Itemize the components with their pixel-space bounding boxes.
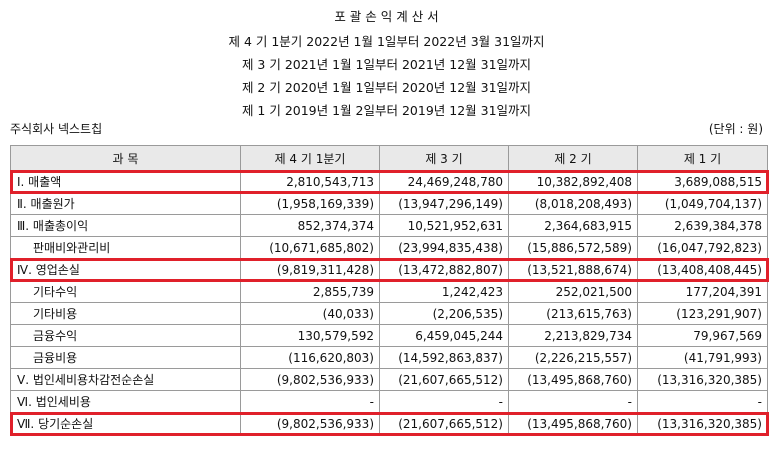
table-row: Ⅱ. 매출원가 (1,958,169,339) (13,947,296,149) (8… [10,192,768,215]
amount-cell: 130,579,592 [240,324,380,347]
table-row: Ⅰ. 매출액 2,810,543,713 24,469,248,780 10,382,… [10,170,768,193]
amount-cell: 177,204,391 [637,280,768,303]
table-row: 금융수익 130,579,592 6,459,045,244 2,213,829,73… [10,324,768,347]
amount-cell: (13,408,408,445) [637,258,768,281]
account-label: Ⅳ. 영업손실 [10,258,241,281]
amount-cell: (23,994,835,438) [379,236,509,259]
account-label: Ⅴ. 법인세비용차감전순손실 [10,368,241,391]
income-statement-table: 과 목 제 4 기 1분기 제 3 기 제 2 기 제 1 기 Ⅰ. 매출액 2,… [10,145,768,435]
unit-label: (단위 : 원) [708,122,763,136]
amount-cell: (13,316,320,385) [637,368,768,391]
column-header-period-2: 제 2 기 [508,145,638,171]
amount-cell: 2,639,384,378 [637,214,768,237]
company-name: 주식회사 넥스트칩 [10,122,103,136]
amount-cell: 2,810,543,713 [240,170,380,193]
amount-cell: (123,291,907) [637,302,768,325]
amount-cell: (9,819,311,428) [240,258,380,281]
amount-cell: 252,021,500 [508,280,638,303]
account-label: Ⅵ. 법인세비용 [10,390,241,413]
amount-cell: (9,802,536,933) [240,368,380,391]
amount-cell: (15,886,572,589) [508,236,638,259]
amount-cell: 24,469,248,780 [379,170,509,193]
period-line-3: 제 2 기 2020년 1월 1일부터 2020년 12월 31일까지 [241,80,532,95]
column-header-period-4: 제 4 기 1분기 [240,145,380,171]
amount-cell: 10,521,952,631 [379,214,509,237]
amount-cell: (41,791,993) [637,346,768,369]
statement-title: 포 괄 손 익 계 산 서 [334,9,439,24]
amount-cell: (10,671,685,802) [240,236,380,259]
account-label: Ⅶ. 당기순손실 [10,412,241,435]
account-label: Ⅲ. 매출총이익 [10,214,241,237]
column-header-period-3: 제 3 기 [379,145,509,171]
amount-cell: (13,316,320,385) [637,412,768,435]
amount-cell: (1,049,704,137) [637,192,768,215]
amount-cell: - [508,390,638,413]
amount-cell: (16,047,792,823) [637,236,768,259]
amount-cell: (213,615,763) [508,302,638,325]
amount-cell: 6,459,045,244 [379,324,509,347]
amount-cell: (21,607,665,512) [379,412,509,435]
table-row: Ⅳ. 영업손실 (9,819,311,428) (13,472,882,807) (1… [10,258,768,281]
account-label: Ⅱ. 매출원가 [10,192,241,215]
account-label: Ⅰ. 매출액 [10,170,241,193]
table-row: 판매비와관리비 (10,671,685,802) (23,994,835,438)(… [10,236,768,259]
amount-cell: (1,958,169,339) [240,192,380,215]
amount-cell: 10,382,892,408 [508,170,638,193]
amount-cell: (2,206,535) [379,302,509,325]
amount-cell: (9,802,536,933) [240,412,380,435]
amount-cell: (13,947,296,149) [379,192,509,215]
amount-cell: 2,855,739 [240,280,380,303]
table-row: Ⅴ. 법인세비용차감전순손실 (9,802,536,933) (21,607,665… [10,368,768,391]
column-header-period-1: 제 1 기 [637,145,768,171]
table-row: 기타수익 2,855,739 1,242,423 252,021,500 177,204… [10,280,768,303]
amount-cell: 79,967,569 [637,324,768,347]
amount-cell: - [240,390,380,413]
amount-cell: - [637,390,768,413]
table-row: 기타비용 (40,033) (2,206,535) (213,615,763) (123… [10,302,768,325]
amount-cell: 852,374,374 [240,214,380,237]
amount-cell: 2,213,829,734 [508,324,638,347]
amount-cell: (116,620,803) [240,346,380,369]
amount-cell: 1,242,423 [379,280,509,303]
account-label: 기타비용 [10,302,241,325]
account-label: 판매비와관리비 [10,236,241,259]
table-row: Ⅲ. 매출총이익 852,374,374 10,521,952,631 2,364,6… [10,214,768,237]
amount-cell: 2,364,683,915 [508,214,638,237]
period-line-1: 제 4 기 1분기 2022년 1월 1일부터 2022년 3월 31일까지 [228,34,545,49]
account-label: 금융수익 [10,324,241,347]
amount-cell: (40,033) [240,302,380,325]
period-line-4: 제 1 기 2019년 1월 2일부터 2019년 12월 31일까지 [241,103,532,118]
amount-cell: - [379,390,509,413]
amount-cell: 3,689,088,515 [637,170,768,193]
table-body: Ⅰ. 매출액 2,810,543,713 24,469,248,780 10,382,… [10,170,768,435]
table-row: 금융비용 (116,620,803) (14,592,863,837) (2,226,… [10,346,768,369]
period-line-2: 제 3 기 2021년 1월 1일부터 2021년 12월 31일까지 [241,57,532,72]
table-row: Ⅶ. 당기순손실 (9,802,536,933) (21,607,665,512)(… [10,412,768,435]
amount-cell: (8,018,208,493) [508,192,638,215]
amount-cell: (2,226,215,557) [508,346,638,369]
column-header-account: 과 목 [10,145,241,171]
amount-cell: (21,607,665,512) [379,368,509,391]
amount-cell: (13,472,882,807) [379,258,509,281]
account-label: 금융비용 [10,346,241,369]
table-header-row: 과 목 제 4 기 1분기 제 3 기 제 2 기 제 1 기 [10,145,768,171]
amount-cell: (13,495,868,760) [508,368,638,391]
amount-cell: (13,495,868,760) [508,412,638,435]
account-label: 기타수익 [10,280,241,303]
table-row: Ⅵ. 법인세비용 - - - - [10,390,768,413]
amount-cell: (13,521,888,674) [508,258,638,281]
amount-cell: (14,592,863,837) [379,346,509,369]
